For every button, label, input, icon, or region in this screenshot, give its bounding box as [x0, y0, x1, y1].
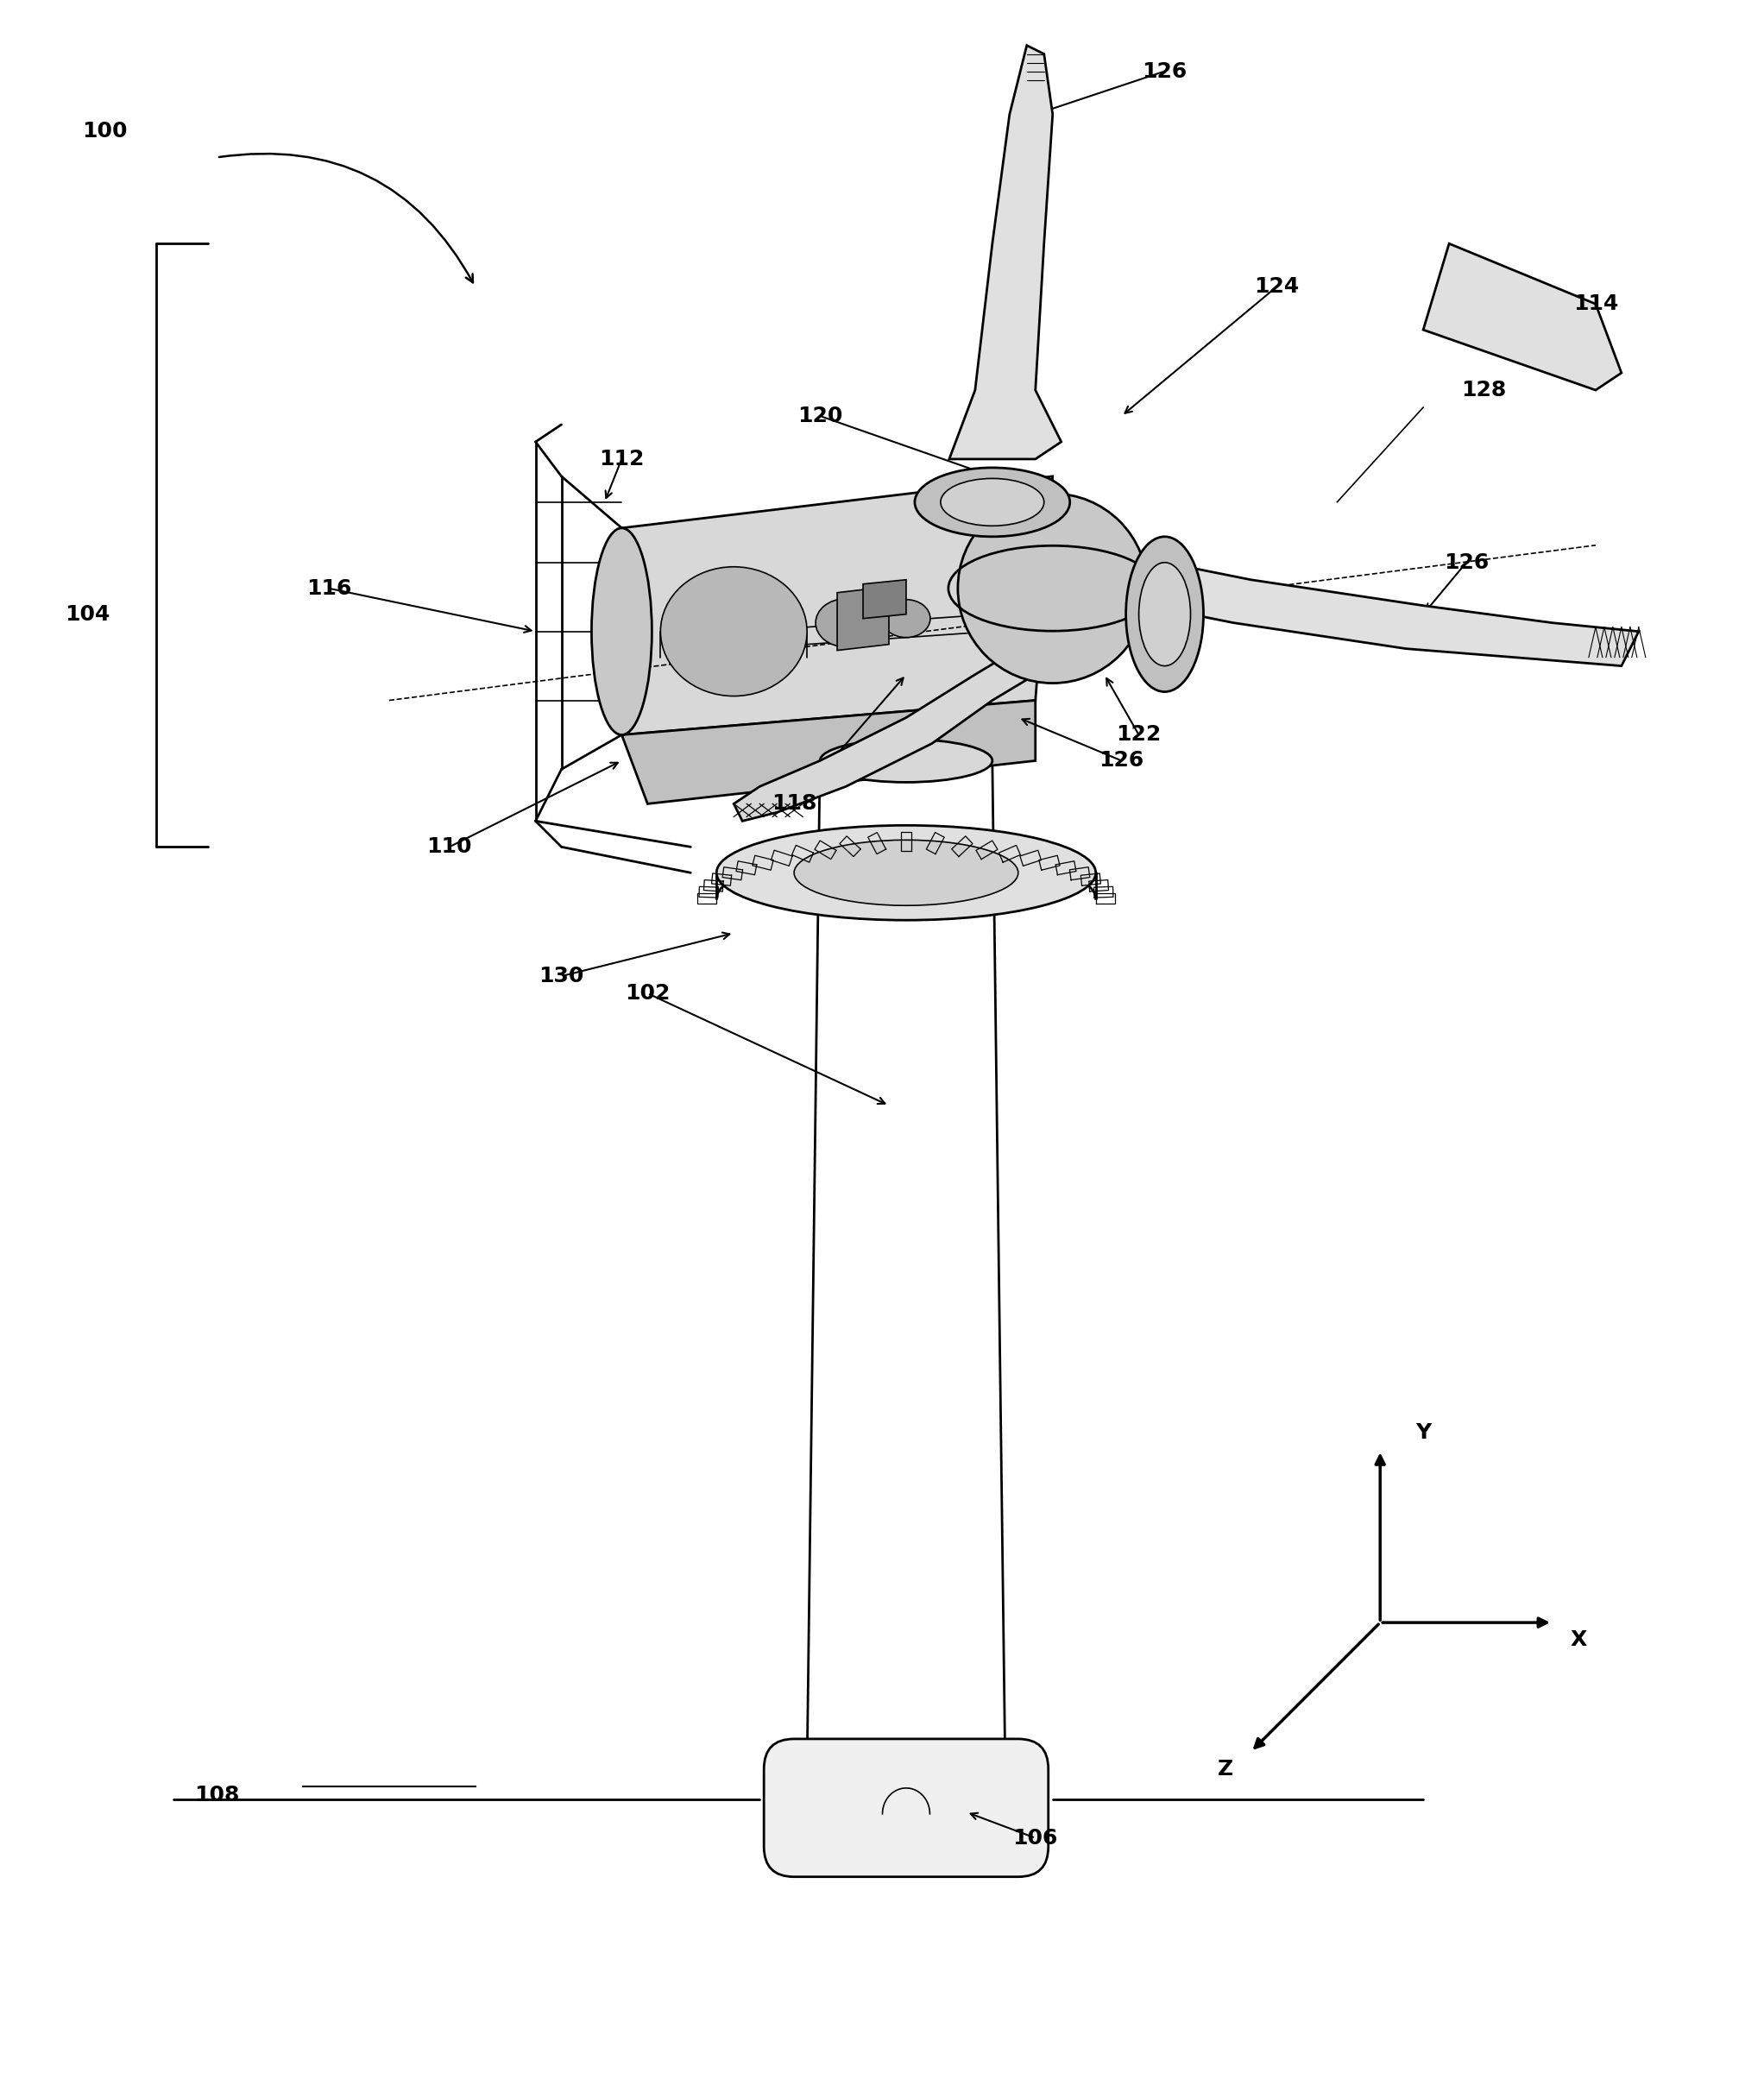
- Text: 126: 126: [1443, 552, 1489, 573]
- Ellipse shape: [794, 839, 1018, 906]
- Ellipse shape: [940, 478, 1044, 527]
- Text: 126: 126: [1099, 751, 1145, 772]
- Polygon shape: [621, 701, 1035, 804]
- Text: 120: 120: [797, 405, 843, 426]
- Circle shape: [958, 493, 1147, 684]
- Ellipse shape: [815, 598, 877, 646]
- Text: 112: 112: [600, 449, 644, 470]
- Ellipse shape: [820, 738, 993, 783]
- Text: 106: 106: [1013, 1827, 1058, 1848]
- Text: 118: 118: [771, 793, 817, 814]
- Polygon shape: [863, 579, 907, 619]
- Text: 108: 108: [194, 1785, 240, 1804]
- Ellipse shape: [591, 529, 653, 734]
- Ellipse shape: [1125, 537, 1203, 692]
- Text: 128: 128: [1461, 380, 1506, 401]
- Ellipse shape: [716, 825, 1095, 921]
- FancyBboxPatch shape: [764, 1739, 1048, 1878]
- Text: 124: 124: [1254, 277, 1300, 298]
- Text: 116: 116: [307, 577, 351, 598]
- Ellipse shape: [916, 468, 1071, 537]
- Polygon shape: [838, 587, 889, 650]
- Ellipse shape: [660, 566, 806, 697]
- Text: 110: 110: [427, 837, 473, 858]
- Polygon shape: [1147, 562, 1639, 665]
- Text: 102: 102: [624, 984, 670, 1003]
- Text: Y: Y: [1415, 1422, 1431, 1443]
- Text: X: X: [1570, 1630, 1586, 1651]
- Ellipse shape: [1140, 562, 1191, 665]
- Text: 130: 130: [538, 965, 584, 986]
- Text: 122: 122: [1117, 724, 1161, 745]
- Polygon shape: [621, 476, 1053, 734]
- Polygon shape: [949, 46, 1062, 459]
- Text: 114: 114: [1573, 294, 1618, 315]
- Text: Z: Z: [1217, 1758, 1233, 1779]
- Text: 100: 100: [81, 122, 127, 143]
- Ellipse shape: [882, 600, 930, 638]
- Text: 126: 126: [1141, 61, 1187, 82]
- Polygon shape: [1424, 243, 1621, 390]
- Text: 104: 104: [65, 604, 109, 625]
- Polygon shape: [734, 648, 1035, 820]
